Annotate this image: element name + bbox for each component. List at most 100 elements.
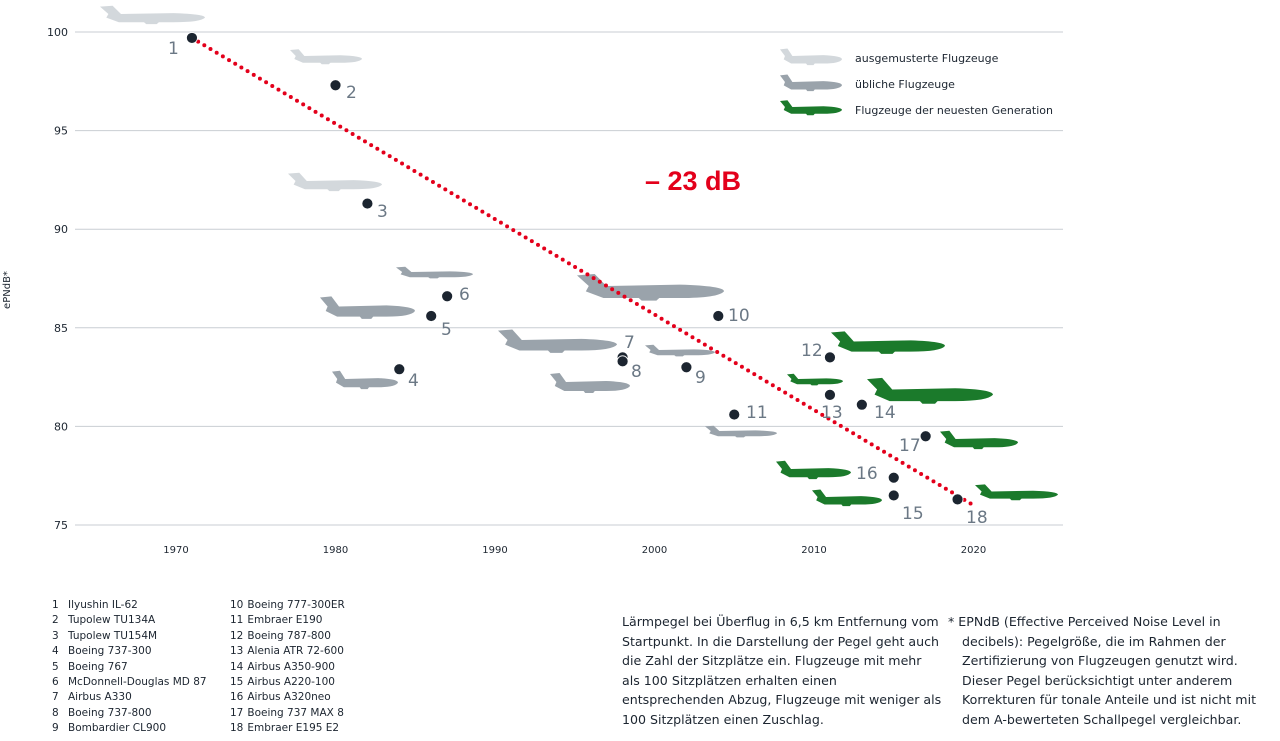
key-number: 15 <box>230 676 244 689</box>
legend-label: Flugzeuge der neuesten Generation <box>855 104 1053 117</box>
x-tick-label: 1970 <box>163 545 188 556</box>
point-label-16: 16 <box>856 464 878 484</box>
point-label-8: 8 <box>631 362 642 382</box>
plane-engine <box>971 445 986 450</box>
y-axis-label: ePNdB* <box>2 271 13 309</box>
y-tick-label: 100 <box>47 26 68 39</box>
x-tick-label: 1990 <box>482 545 507 556</box>
key-number: 11 <box>230 614 244 627</box>
plane-body <box>831 331 945 352</box>
key-number: 14 <box>230 660 244 673</box>
plane-body <box>787 373 843 385</box>
data-point-17 <box>919 430 932 443</box>
key-number: 5 <box>52 660 59 673</box>
plane-engine <box>142 20 161 25</box>
point-label-14: 14 <box>874 403 896 423</box>
key-aircraft-name: Boeing 787-800 <box>247 629 331 642</box>
point-label-1: 1 <box>168 39 179 59</box>
plane-engine <box>325 187 343 192</box>
footnote-first-line: * EPNdB (Effective Perceived Noise Level… <box>948 614 1221 629</box>
data-point-12 <box>824 351 836 364</box>
key-item: 10 Boeing 777-300ER <box>230 598 345 613</box>
key-aircraft-name: Alenia ATR 72-600 <box>247 645 344 658</box>
key-number: 16 <box>230 691 244 704</box>
key-item: 14 Airbus A350-900 <box>230 660 345 675</box>
key-item: 12 Boeing 787-800 <box>230 629 345 644</box>
key-number: 4 <box>52 645 59 658</box>
data-point-13 <box>824 388 836 401</box>
key-number: 9 <box>52 722 59 735</box>
plane-body <box>780 74 842 90</box>
plane-engine <box>876 349 898 354</box>
point-label-10: 10 <box>728 306 750 326</box>
plane-body <box>290 49 362 63</box>
plane-body <box>705 425 777 437</box>
plane-silhouette-10 <box>577 274 724 301</box>
key-number: 1 <box>52 599 59 611</box>
data-point-15 <box>887 489 900 502</box>
point-label-18: 18 <box>966 508 988 528</box>
key-item: 6 McDonnell-Douglas MD 87 <box>52 675 207 690</box>
point-label-13: 13 <box>821 403 843 423</box>
plane-engine <box>804 87 816 92</box>
key-aircraft-name: Tupolew TU154M <box>68 629 158 642</box>
y-tick-label: 90 <box>54 223 68 236</box>
key-number: 2 <box>52 614 59 627</box>
point-label-17: 17 <box>899 436 921 456</box>
plane-engine <box>804 112 816 116</box>
plane-engine <box>1008 497 1024 501</box>
data-point-1 <box>186 32 198 44</box>
point-label-7: 7 <box>624 333 635 353</box>
plane-engine <box>358 314 376 319</box>
x-tick-label: 1980 <box>323 545 348 556</box>
plane-engine <box>840 502 853 507</box>
footnote: * EPNdB (Effective Perceived Noise Level… <box>948 612 1268 730</box>
key-number: 10 <box>230 599 244 611</box>
legend-label: übliche Flugzeuge <box>855 78 955 91</box>
data-point-9 <box>680 361 693 374</box>
plane-body <box>498 329 617 351</box>
data-point-11 <box>728 408 741 421</box>
x-tick-label: 2020 <box>961 545 986 556</box>
key-aircraft-name: Ilyushin IL-62 <box>68 599 138 611</box>
key-aircraft-name: Airbus A320neo <box>247 691 331 704</box>
key-number: 3 <box>52 629 59 642</box>
plane-body <box>645 344 715 356</box>
footnote-body: decibels): Pegelgröße, die im Rahmen der… <box>962 633 1257 727</box>
key-aircraft-name: Boeing 737-800 <box>68 706 152 719</box>
plane-body <box>780 48 842 64</box>
plane-body <box>288 172 382 190</box>
key-aircraft-name: Tupolew TU134A <box>68 614 156 627</box>
y-tick-label: 80 <box>54 420 68 433</box>
plane-body <box>975 484 1058 499</box>
plane-engine <box>673 354 686 357</box>
key-aircraft-name: McDonnell-Douglas MD 87 <box>68 676 207 689</box>
key-item: 16 Airbus A320neo <box>230 690 345 705</box>
plane-body <box>867 377 993 402</box>
key-item: 17 Boeing 737 MAX 8 <box>230 706 345 721</box>
legend-plane-icon <box>780 74 842 92</box>
plane-body <box>776 460 851 478</box>
data-point-5 <box>425 310 438 322</box>
key-item: 13 Alenia ATR 72-600 <box>230 644 345 659</box>
key-aircraft-name: Boeing 777-300ER <box>247 599 345 611</box>
data-point-6 <box>441 290 454 303</box>
point-label-4: 4 <box>408 371 419 391</box>
plane-body <box>550 373 630 391</box>
plane-silhouette-2 <box>290 49 362 65</box>
data-point-4 <box>393 363 406 376</box>
plane-silhouette-14 <box>867 377 993 404</box>
plane-silhouette-3 <box>288 172 382 192</box>
key-item: 9 Bombardier CL900 <box>52 721 207 736</box>
x-tick-label: 2000 <box>642 545 667 556</box>
plane-silhouette-18 <box>975 484 1058 501</box>
aircraft-key-col2: 10 Boeing 777-300ER 11 Embraer E190 12 Boeing… <box>230 598 345 737</box>
key-number: 8 <box>52 706 59 719</box>
key-aircraft-name: Airbus A220-100 <box>247 676 335 689</box>
plane-silhouette-15 <box>812 489 882 507</box>
key-item: 7 Airbus A330 <box>52 690 207 705</box>
y-tick-label: 95 <box>54 125 68 138</box>
plane-engine <box>426 276 441 279</box>
point-label-6: 6 <box>459 285 470 305</box>
y-tick-label: 85 <box>54 322 68 335</box>
